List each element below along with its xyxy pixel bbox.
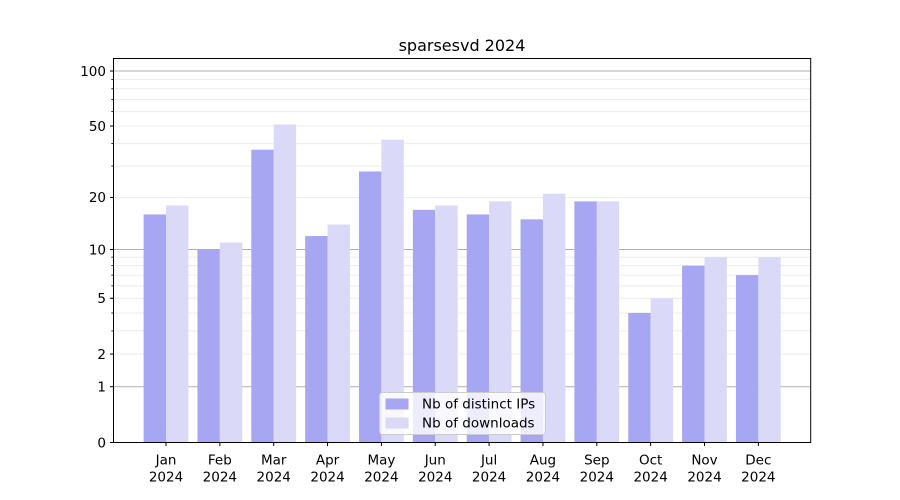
- bar-downloads-feb: [219, 242, 243, 443]
- legend-label-downloads: Nb of downloads: [422, 415, 535, 431]
- x-tick-label-year-oct: 2024: [633, 470, 667, 486]
- x-tick-label-month-mar: Mar: [261, 453, 287, 469]
- bar-downloads-mar: [273, 124, 297, 443]
- plot-frame: [113, 58, 812, 443]
- y-tick-label-50: 50: [89, 119, 106, 135]
- x-tick-label-year-nov: 2024: [687, 470, 721, 486]
- y-tick-label-1: 1: [97, 380, 106, 396]
- x-tick-label-year-feb: 2024: [203, 470, 237, 486]
- bars: [143, 124, 781, 443]
- x-tick-label-year-jan: 2024: [149, 470, 183, 486]
- bar-downloads-jul: [489, 201, 512, 443]
- bar-downloads-jun: [435, 205, 458, 443]
- bar-distinct-ips-jun: [412, 209, 436, 443]
- bar-distinct-ips-jul: [466, 214, 490, 443]
- x-tick-label-month-jul: Jul: [480, 453, 497, 469]
- x-tick-label-month-jun: Jun: [424, 453, 446, 469]
- x-tick-label-year-may: 2024: [364, 470, 398, 486]
- x-tick-label-year-mar: 2024: [257, 470, 291, 486]
- x-tick-label-year-sep: 2024: [580, 470, 614, 486]
- y-tick-label-2: 2: [97, 347, 106, 363]
- bar-downloads-jan: [166, 205, 189, 443]
- chart-title: sparsesvd 2024: [399, 36, 526, 55]
- bar-distinct-ips-may: [359, 171, 382, 443]
- x-tick-label-month-may: May: [367, 453, 395, 469]
- x-tick-label-year-aug: 2024: [526, 470, 560, 486]
- y-tick-label-0: 0: [97, 435, 106, 451]
- bar-downloads-nov: [704, 257, 727, 443]
- y-tick-label-5: 5: [97, 291, 106, 307]
- bar-distinct-ips-oct: [628, 312, 651, 443]
- y-axis: 0 1 2 5 10 20 50 100: [80, 64, 114, 451]
- x-tick-label-month-dec: Dec: [745, 453, 771, 469]
- x-tick-label-month-sep: Sep: [584, 453, 609, 469]
- bar-downloads-sep: [596, 201, 620, 443]
- bar-distinct-ips-nov: [682, 265, 705, 443]
- legend: Nb of distinct IPs Nb of downloads: [379, 392, 546, 435]
- x-tick-label-year-dec: 2024: [741, 470, 775, 486]
- y-tick-label-20: 20: [89, 190, 106, 206]
- bar-downloads-apr: [327, 224, 350, 443]
- legend-box: [379, 392, 546, 435]
- bar-distinct-ips-mar: [251, 149, 274, 443]
- x-tick-label-year-jul: 2024: [472, 470, 506, 486]
- x-tick-label-month-jan: Jan: [155, 453, 177, 469]
- y-tick-label-100: 100: [80, 64, 106, 80]
- bar-downloads-may: [381, 139, 404, 443]
- x-tick-label-month-apr: Apr: [316, 453, 340, 469]
- legend-label-distinct-ips: Nb of distinct IPs: [422, 396, 535, 412]
- bar-distinct-ips-apr: [305, 236, 328, 443]
- bar-downloads-oct: [650, 298, 674, 443]
- bar-distinct-ips-sep: [574, 201, 597, 443]
- x-tick-label-month-aug: Aug: [530, 453, 556, 469]
- legend-swatch-distinct-ips: [385, 398, 409, 410]
- x-tick-label-year-jun: 2024: [418, 470, 452, 486]
- x-tick-label-month-oct: Oct: [639, 453, 662, 469]
- bar-downloads-aug: [542, 193, 566, 443]
- bar-distinct-ips-jan: [143, 214, 166, 443]
- x-tick-label-month-nov: Nov: [691, 453, 717, 469]
- x-axis: Jan2024Feb2024Mar2024Apr2024May2024Jun20…: [149, 442, 776, 486]
- bar-distinct-ips-feb: [197, 249, 220, 443]
- legend-swatch-downloads: [385, 417, 409, 429]
- bar-distinct-ips-aug: [520, 219, 543, 443]
- bar-downloads-dec: [758, 257, 781, 443]
- x-tick-label-year-apr: 2024: [310, 470, 344, 486]
- y-tick-label-10: 10: [89, 242, 106, 258]
- bar-distinct-ips-dec: [735, 275, 759, 443]
- x-tick-label-month-feb: Feb: [208, 453, 232, 469]
